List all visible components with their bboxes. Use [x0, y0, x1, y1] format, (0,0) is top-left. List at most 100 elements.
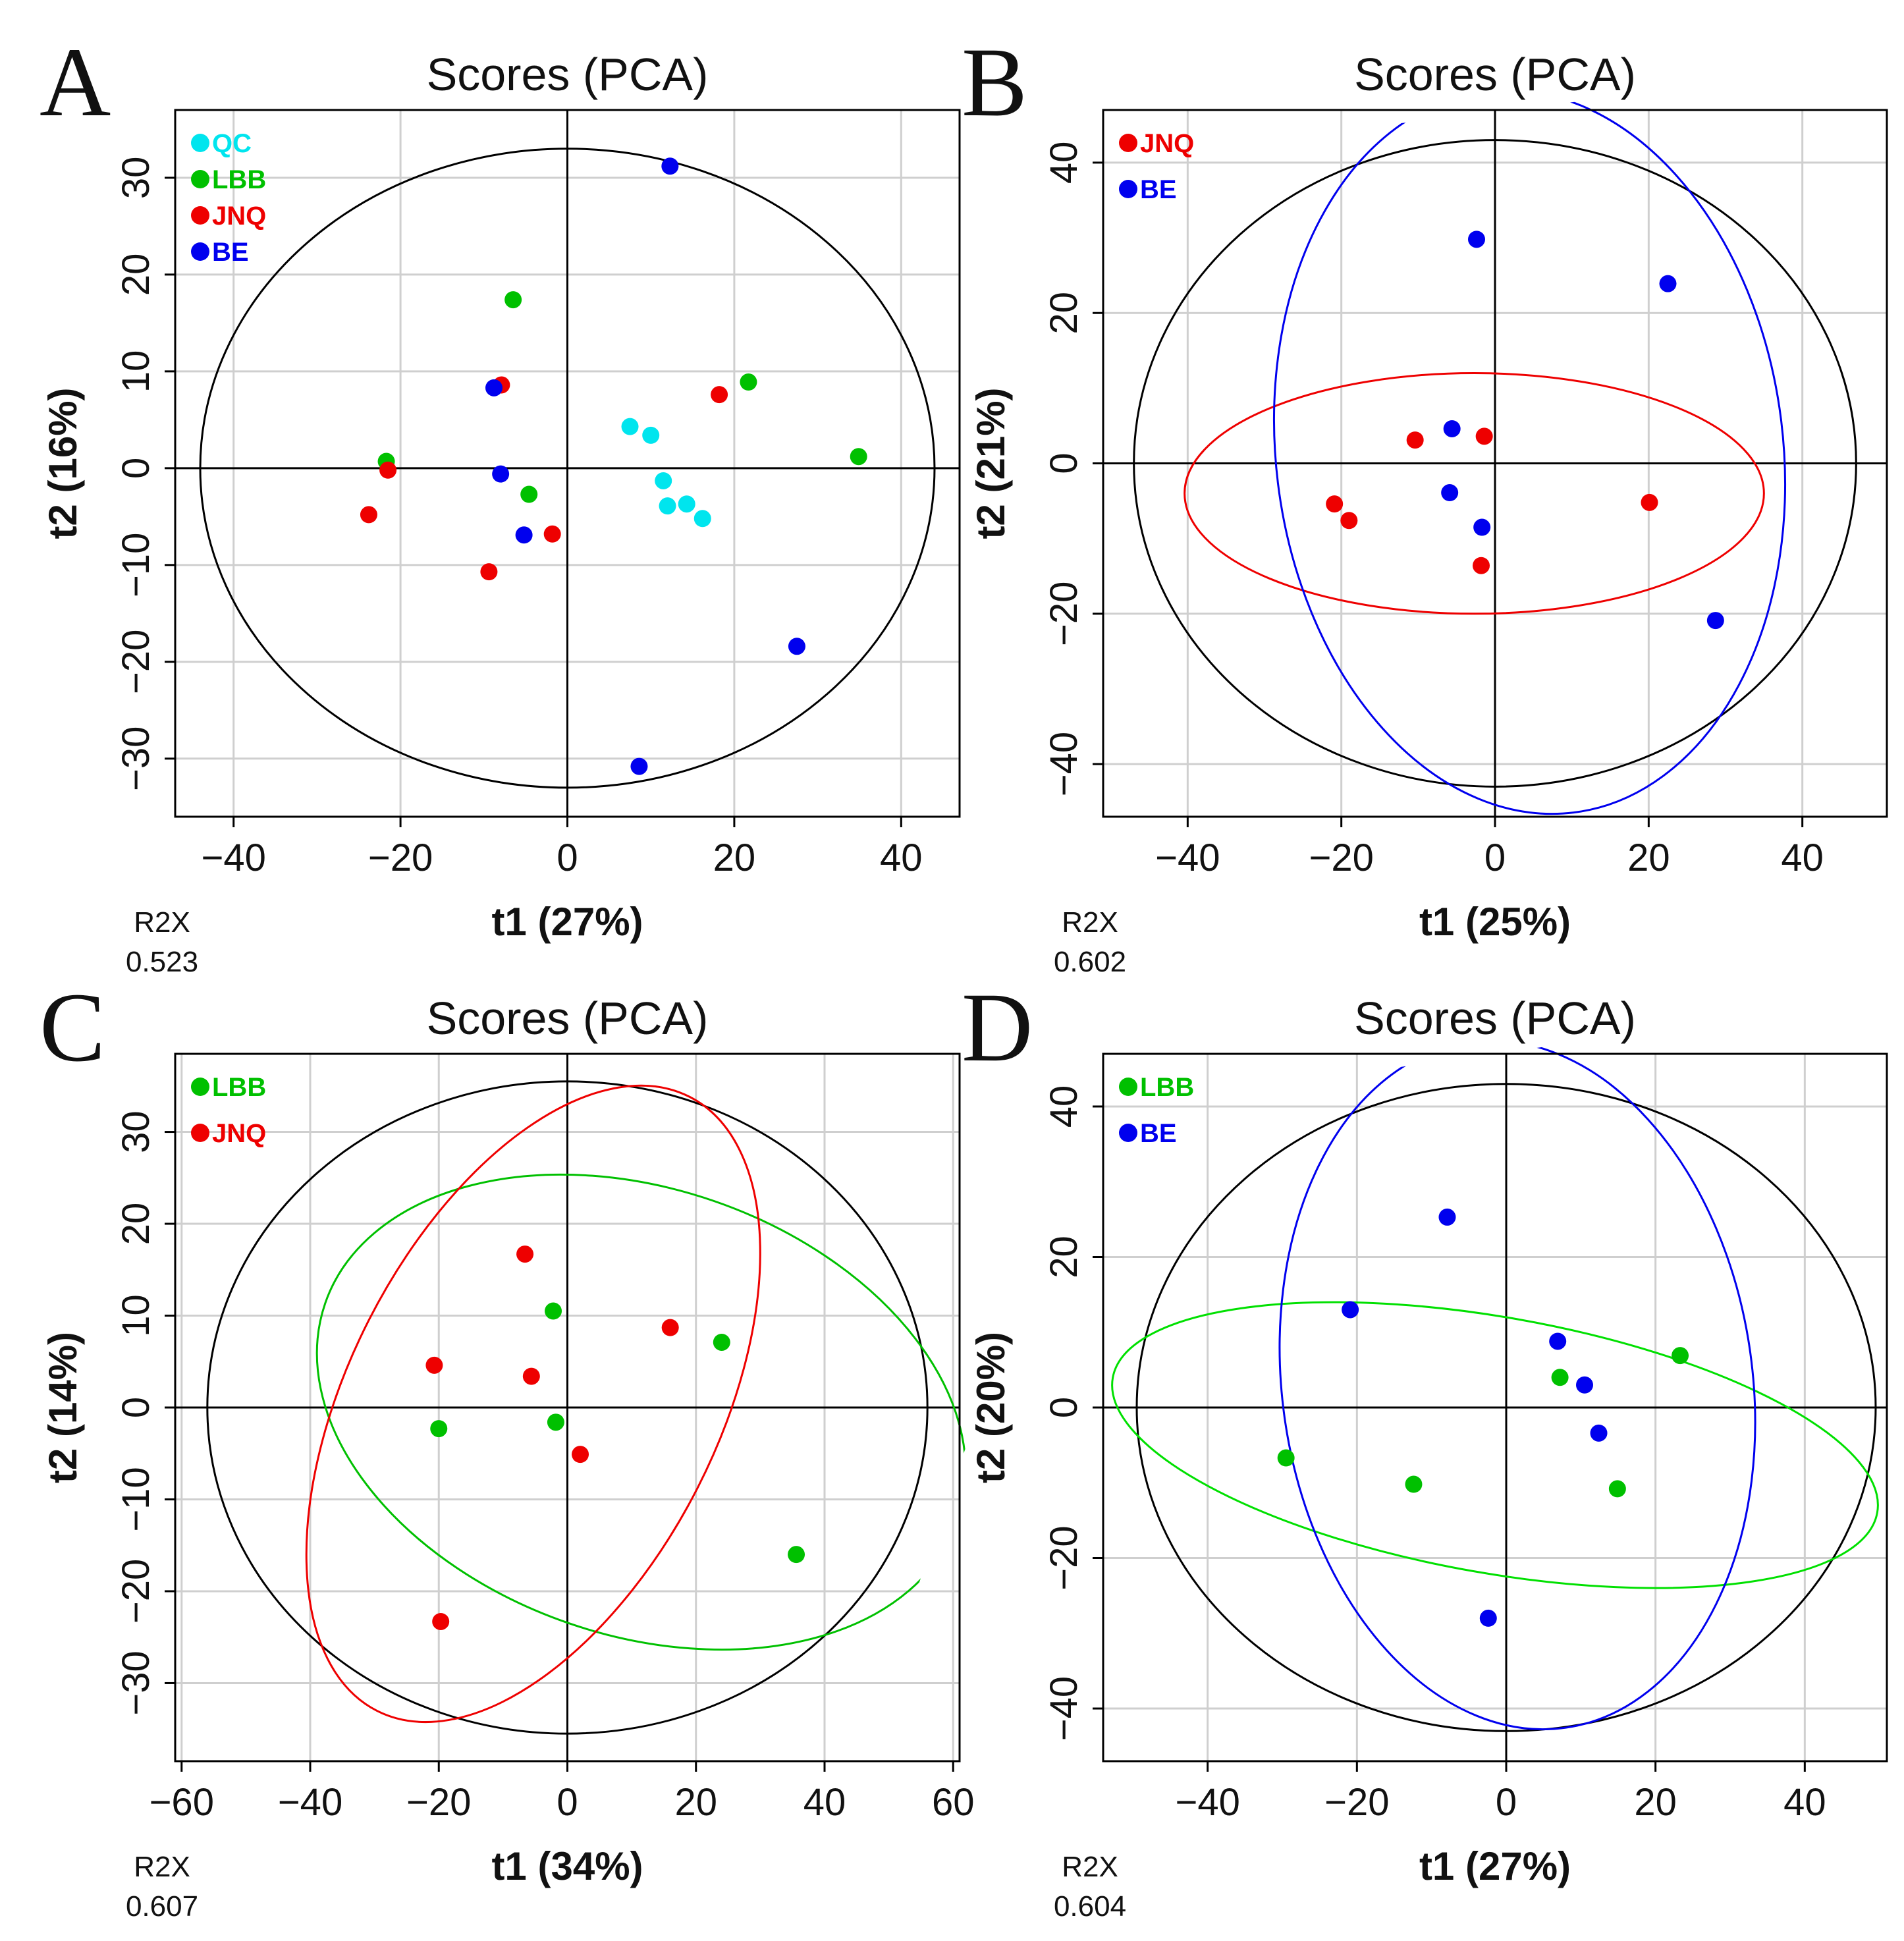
legend-marker-lbb — [191, 1078, 209, 1096]
y-axis-label: t2 (16%) — [41, 387, 85, 539]
hotelling-ellipse — [1133, 139, 1857, 788]
r2x-value: 0.607 — [126, 1890, 198, 1923]
chart-title: Scores (PCA) — [1354, 49, 1636, 100]
confidence-ellipse-jnq — [305, 1084, 761, 1724]
data-point-jnq — [1340, 512, 1358, 530]
x-tick-label: 60 — [932, 1781, 975, 1824]
panel-letter: C — [40, 973, 105, 1082]
data-point-jnq — [360, 506, 377, 524]
data-point-lbb — [713, 1333, 730, 1351]
y-axis-label: t2 (21%) — [969, 387, 1013, 539]
data-point-lbb — [1672, 1347, 1689, 1365]
data-point-be — [1443, 420, 1461, 437]
y-tick-label: −20 — [115, 1559, 157, 1624]
legend-label-lbb: LBB — [212, 1073, 266, 1102]
confidence-ellipse-jnq — [1183, 372, 1765, 615]
legend-marker-be — [191, 242, 209, 261]
data-point-be — [1706, 612, 1724, 630]
y-tick-label: −10 — [115, 533, 157, 597]
x-tick-label: −40 — [1175, 1781, 1239, 1824]
x-tick-label: −40 — [201, 836, 265, 879]
legend-marker-be — [1119, 180, 1137, 198]
y-tick-label: 10 — [115, 1294, 157, 1337]
x-tick-label: 20 — [674, 1781, 717, 1824]
hotelling-ellipse — [1135, 1083, 1877, 1732]
y-tick-label: −10 — [115, 1467, 157, 1531]
data-point-lbb — [547, 1413, 564, 1431]
panel-c: C Scores (PCA) −60 −40 −20 0 20 40 60 −30 −20 −10 0 1… — [40, 973, 975, 1923]
x-axis-label: t1 (27%) — [491, 900, 643, 944]
data-point-jnq — [1475, 427, 1493, 445]
r2x-label: R2X — [1062, 906, 1118, 939]
panel-d: D Scores (PCA) −40 −20 0 20 40 −40 −20 0 20 40 t1 (2… — [962, 973, 1888, 1923]
data-point-qc — [642, 426, 660, 444]
data-point-qc — [655, 472, 672, 489]
r2x-label: R2X — [134, 1851, 190, 1883]
panel-letter: A — [40, 28, 111, 137]
legend-label-qc: QC — [212, 129, 252, 158]
data-point-be — [1590, 1424, 1608, 1442]
data-point-be — [1549, 1332, 1567, 1350]
y-axis-label: t2 (14%) — [41, 1332, 85, 1483]
r2x-value: 0.602 — [1054, 946, 1126, 978]
y-tick-label: 20 — [115, 254, 157, 296]
data-point-lbb — [740, 373, 757, 391]
y-tick-label: 30 — [115, 1110, 157, 1153]
r2x-value: 0.604 — [1054, 1890, 1126, 1923]
x-tick-label: −20 — [1324, 1781, 1389, 1824]
legend-marker-lbb — [191, 170, 209, 188]
data-point-be — [1659, 275, 1677, 292]
data-point-qc — [694, 510, 711, 528]
legend-marker-jnq — [191, 1124, 209, 1142]
r2x-value: 0.523 — [126, 946, 198, 978]
data-point-be — [1438, 1208, 1456, 1226]
data-point-be — [1473, 518, 1491, 536]
data-point-qc — [678, 495, 695, 513]
data-point-be — [630, 757, 648, 775]
panel-letter: D — [962, 973, 1033, 1082]
data-point-jnq — [1473, 557, 1490, 574]
data-point-lbb — [430, 1420, 448, 1438]
x-tick-label: −60 — [150, 1781, 214, 1824]
data-point-be — [788, 638, 805, 655]
y-tick-label: 20 — [1043, 1236, 1085, 1278]
legend-label-jnq: JNQ — [212, 202, 266, 231]
y-tick-label: 40 — [1043, 1085, 1085, 1128]
data-point-jnq — [1326, 495, 1344, 513]
data-point-lbb — [545, 1302, 562, 1320]
data-point-be — [515, 526, 533, 544]
data-point-lbb — [1277, 1449, 1295, 1467]
y-tick-label: 10 — [115, 350, 157, 393]
legend-marker-lbb — [1119, 1078, 1137, 1096]
data-point-jnq — [425, 1356, 443, 1374]
y-tick-label: −20 — [1043, 1525, 1085, 1590]
y-tick-label: −40 — [1043, 732, 1085, 796]
data-point-jnq — [1641, 493, 1658, 511]
data-point-be — [1576, 1376, 1593, 1394]
legend-label-lbb: LBB — [212, 165, 266, 194]
data-point-qc — [659, 497, 676, 515]
x-tick-label: 0 — [1484, 836, 1506, 879]
data-point-be — [492, 465, 510, 483]
legend-label-be: BE — [1140, 175, 1177, 204]
r2x-label: R2X — [134, 906, 190, 939]
data-point-lbb — [788, 1546, 805, 1564]
x-tick-label: 40 — [1781, 836, 1824, 879]
legend-label-be: BE — [212, 238, 249, 267]
data-point-jnq — [1406, 431, 1424, 449]
data-point-jnq — [379, 461, 397, 479]
data-point-be — [1441, 484, 1459, 502]
y-tick-label: 20 — [1043, 292, 1085, 335]
confidence-ellipse-lbb — [315, 1173, 967, 1651]
x-tick-label: 40 — [1783, 1781, 1826, 1824]
data-point-jnq — [480, 563, 498, 581]
y-tick-label: 0 — [115, 1397, 157, 1418]
legend-label-jnq: JNQ — [1140, 129, 1194, 158]
hotelling-ellipse — [206, 1080, 929, 1735]
data-point-be — [661, 157, 679, 175]
x-tick-label: −40 — [278, 1781, 342, 1824]
confidence-ellipse-be — [1278, 1039, 1756, 1731]
legend-marker-jnq — [191, 206, 209, 225]
chart-title: Scores (PCA) — [1354, 993, 1636, 1044]
